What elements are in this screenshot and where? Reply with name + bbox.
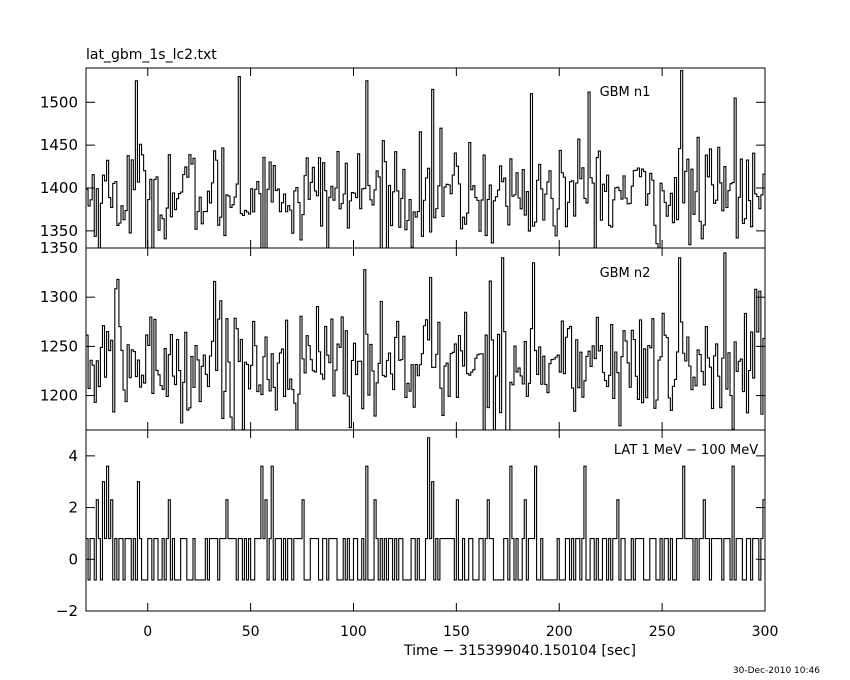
y-tick-label: 1500 [40, 93, 78, 111]
y-tick-label: 4 [68, 447, 78, 465]
panel-gbm-n1: GBM n1 1350 1400 1450 1500 [40, 67, 766, 249]
y-tick-label: 1350 [40, 239, 78, 257]
panel-frame [85, 247, 766, 431]
x-tick-label: 200 [546, 624, 573, 640]
y-tick-label: 1200 [40, 387, 78, 405]
y-tick-label: 1450 [40, 136, 78, 154]
panel-frame [85, 67, 766, 249]
x-tick-label: 0 [143, 624, 152, 640]
figure-title: lat_gbm_1s_lc2.txt [86, 47, 217, 63]
x-axis-label: Time − 315399040.150104 [sec] [403, 643, 636, 659]
panel-frame [85, 429, 766, 612]
y-tick-label: 1350 [40, 222, 78, 240]
series-line [86, 252, 765, 430]
y-tick-label: 1250 [40, 337, 78, 355]
panel-label-gbm-n2: GBM n2 [600, 266, 651, 281]
series-line [86, 437, 765, 581]
x-tick-label: 250 [649, 624, 676, 640]
y-tick-label: 2 [68, 499, 78, 517]
panel-lat: LAT 1 MeV − 100 MeV −2 0 2 4 0 50 100 150 200 250… [56, 429, 779, 640]
series-line [86, 70, 765, 248]
y-tick-label: 1300 [40, 288, 78, 306]
panel-label-lat: LAT 1 MeV − 100 MeV [614, 443, 758, 458]
y-tick-label: −2 [56, 602, 78, 620]
x-tick-label: 50 [242, 624, 260, 640]
x-tick-label: 300 [752, 624, 779, 640]
timestamp: 30-Dec-2010 10:46 [733, 666, 820, 676]
y-tick-label: 0 [68, 550, 78, 568]
x-tick-label: 150 [443, 624, 470, 640]
x-tick-label: 100 [340, 624, 367, 640]
y-tick-label: 1400 [40, 179, 78, 197]
panel-label-gbm-n1: GBM n1 [600, 85, 651, 100]
panel-gbm-n2: GBM n2 1200 1250 1300 1350 [40, 239, 766, 431]
